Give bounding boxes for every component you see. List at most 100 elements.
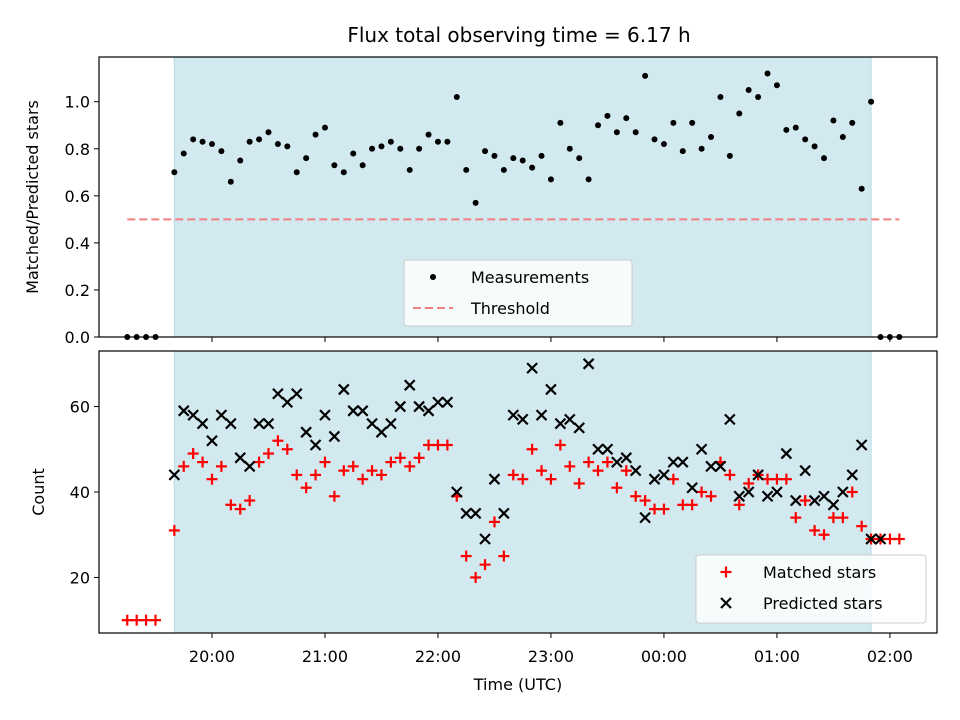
- matched-point: [375, 469, 387, 481]
- matched-point: [262, 448, 274, 460]
- matched-point: [168, 524, 180, 536]
- cross-stroke: [479, 533, 491, 545]
- predicted-point: [761, 490, 774, 503]
- matched-point: [404, 460, 416, 472]
- legend-threshold-label: Threshold: [470, 299, 550, 318]
- cross-stroke: [385, 417, 397, 430]
- cross-stroke: [827, 499, 840, 511]
- predicted-point: [347, 405, 360, 417]
- predicted-point: [177, 405, 190, 417]
- matched-point: [611, 482, 623, 494]
- matched-point: [479, 559, 491, 571]
- measurement-point: [519, 157, 526, 164]
- measurement-point: [736, 110, 743, 117]
- x-tick-label: 00:00: [641, 647, 687, 666]
- measurement-point: [613, 129, 620, 136]
- predicted-point: [375, 426, 388, 438]
- predicted-point: [328, 430, 341, 443]
- cross-stroke: [403, 379, 416, 391]
- measurement-point: [783, 126, 790, 133]
- matched-point: [319, 456, 331, 468]
- matched-point: [423, 439, 435, 451]
- cross-stroke: [789, 494, 802, 507]
- predicted-point: [837, 486, 849, 498]
- measurement-point: [171, 169, 178, 176]
- cross-stroke: [187, 409, 199, 421]
- measurement-point: [623, 115, 630, 122]
- matched-point: [272, 435, 284, 447]
- top-y-axis-label: Matched/Predicted stars: [23, 100, 42, 294]
- x-tick-label: 23:00: [528, 647, 574, 666]
- cross-stroke: [319, 409, 331, 421]
- matched-point: [300, 482, 312, 494]
- measurement-point: [293, 169, 300, 176]
- matched-point: [630, 490, 642, 502]
- cross-stroke: [705, 460, 717, 473]
- cross-stroke: [394, 400, 407, 413]
- predicted-point: [695, 443, 708, 456]
- matched-point: [856, 520, 868, 532]
- matched-point: [234, 503, 246, 515]
- cross-stroke: [620, 452, 633, 464]
- measurement-point: [312, 131, 319, 138]
- matched-point: [893, 533, 905, 545]
- matched-point: [583, 456, 595, 468]
- legend-cross: [720, 597, 732, 609]
- measurement-point: [321, 124, 328, 131]
- matched-point: [347, 460, 359, 472]
- measurement-point: [849, 119, 856, 126]
- cross-stroke: [215, 409, 228, 421]
- cross-stroke: [629, 464, 642, 477]
- matched-point: [394, 452, 406, 464]
- predicted-point: [225, 417, 237, 430]
- cross-stroke: [253, 417, 265, 430]
- bottom-x-axis: 20:00 21:00 22:00 23:00 00:00 01:00 02:00: [189, 633, 913, 666]
- matched-point: [837, 512, 849, 524]
- measurement-point: [660, 141, 667, 148]
- predicted-point: [874, 533, 887, 545]
- measurement-point: [510, 155, 517, 162]
- matched-point: [818, 529, 830, 541]
- predicted-point: [535, 409, 548, 421]
- matched-point: [253, 456, 265, 468]
- bottom-y-tick-label: 40: [70, 483, 90, 502]
- measurement-point: [359, 162, 366, 169]
- measurement-point: [557, 119, 564, 126]
- legend-measurements-label: Measurements: [471, 268, 589, 287]
- matched-point: [121, 614, 133, 626]
- cross-stroke: [413, 400, 425, 413]
- matched-point: [762, 473, 774, 485]
- measurement-point: [745, 86, 752, 93]
- matched-point: [677, 499, 689, 511]
- predicted-point: [479, 533, 491, 545]
- cross-stroke: [874, 533, 887, 545]
- cross-stroke: [846, 469, 859, 481]
- matched-point: [357, 473, 369, 485]
- measurement-point: [199, 138, 206, 145]
- bottom-plot-frame: [98, 350, 938, 634]
- predicted-point: [498, 507, 510, 520]
- measurement-point: [463, 166, 470, 173]
- measurement-point: [773, 82, 780, 89]
- predicted-stars-series: [168, 358, 887, 545]
- matched-point: [564, 460, 576, 472]
- cross-stroke: [601, 443, 614, 456]
- cross-stroke: [611, 456, 623, 468]
- measurement-point: [331, 162, 338, 169]
- measurement-point: [717, 94, 724, 100]
- matched-point: [432, 439, 444, 451]
- measurement-point: [830, 117, 837, 124]
- matched-point: [206, 473, 218, 485]
- measurement-point: [218, 148, 225, 155]
- cross-stroke: [262, 417, 275, 430]
- matched-point: [536, 465, 548, 477]
- matched-point: [601, 456, 613, 468]
- cross-stroke: [507, 409, 520, 421]
- matched-point: [460, 550, 472, 562]
- matched-point: [827, 512, 839, 524]
- cross-stroke: [422, 405, 435, 417]
- cross-stroke: [545, 383, 557, 396]
- chart-title: Flux total observing time = 6.17 h: [347, 23, 690, 47]
- cross-stroke: [742, 486, 755, 498]
- matched-point: [310, 469, 322, 481]
